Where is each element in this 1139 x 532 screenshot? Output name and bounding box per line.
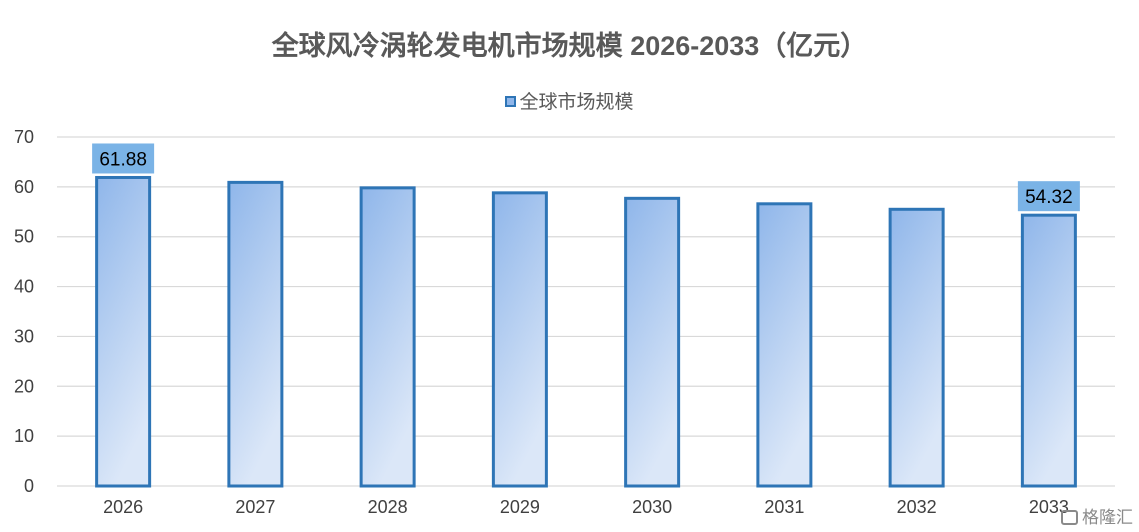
data-label-box [92,143,155,174]
watermark-text: 格隆汇 [1082,508,1133,527]
legend-label: 全球市场规模 [519,92,634,113]
x-tick-label: 2028 [368,497,408,517]
x-tick-label: 2031 [764,497,804,517]
bar [95,175,152,488]
bar [359,186,416,488]
y-tick-label: 40 [14,277,34,297]
x-tick-label: 2032 [897,497,937,517]
y-tick-label: 0 [24,476,34,496]
watermark: 格隆汇 [1061,503,1133,528]
bar [227,180,284,488]
x-tick-label: 2029 [500,497,540,517]
y-tick-label: 10 [14,426,34,446]
logo-icon [1061,510,1078,525]
x-tick-label: 2033 [1029,497,1069,517]
chart-title: 全球风冷涡轮发电机市场规模 2026-2033（亿元） [271,31,868,61]
bar [624,196,681,488]
x-tick-label: 2027 [235,497,275,517]
data-label: 61.88 [99,149,147,170]
y-tick-label: 20 [14,376,34,396]
y-tick-label: 70 [14,127,34,147]
y-tick-label: 60 [14,177,34,197]
x-tick-label: 2030 [632,497,672,517]
data-label: 54.32 [1025,187,1073,208]
legend-swatch [505,96,517,107]
legend: 全球市场规模 [0,87,1139,114]
bar [756,202,813,488]
x-tick-label: 2026 [103,497,143,517]
bar [888,207,945,488]
bar [1020,213,1077,488]
data-label-box [1017,181,1080,212]
y-tick-label: 30 [14,326,34,346]
y-tick-label: 50 [14,227,34,247]
bar [491,191,548,488]
